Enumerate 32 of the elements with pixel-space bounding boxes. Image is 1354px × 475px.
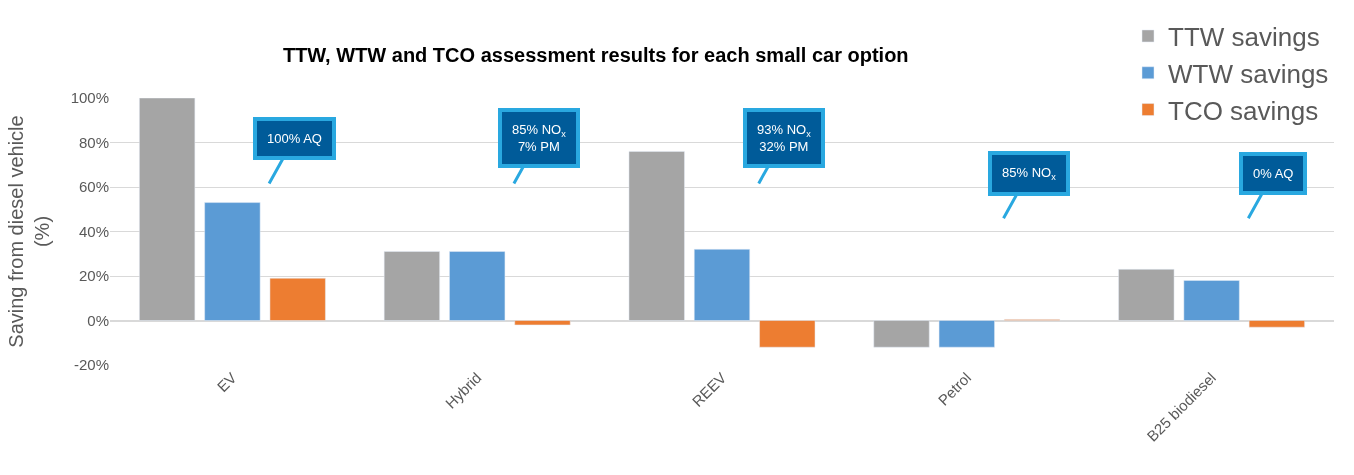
annotation: 0% AQ bbox=[1253, 166, 1294, 181]
bar bbox=[204, 202, 261, 321]
annotation: 93% NO$_{x}$ 32% PM bbox=[757, 122, 812, 154]
bar bbox=[628, 151, 685, 321]
legend-label: WTW savings bbox=[1168, 58, 1329, 89]
y-tick-label: -20% bbox=[73, 356, 109, 374]
bar bbox=[873, 320, 930, 348]
annotation: 85% NO$_{x}$ 7% PM bbox=[512, 122, 567, 154]
annotation: 100% AQ bbox=[267, 131, 322, 146]
chart-title: TTW, WTW and TCO assessment results for each small car option bbox=[282, 43, 909, 66]
bar bbox=[1248, 320, 1305, 328]
y-tick-label: 0% bbox=[87, 311, 109, 329]
bar bbox=[938, 320, 995, 348]
y-axis-title: Saving from diesel vehicle (%) bbox=[5, 115, 54, 348]
bar bbox=[1183, 280, 1240, 321]
x-tick-label: EV bbox=[213, 368, 240, 396]
y-tick-label: 80% bbox=[78, 133, 109, 151]
y-tick-label: 20% bbox=[78, 267, 109, 285]
bar bbox=[694, 249, 750, 321]
bar bbox=[1118, 269, 1175, 321]
y-tick-label: 40% bbox=[78, 222, 109, 240]
y-tick-label: 100% bbox=[70, 89, 109, 107]
legend-label: TCO savings bbox=[1168, 95, 1319, 126]
bar bbox=[449, 251, 506, 321]
bar bbox=[383, 251, 440, 321]
annotation: 85% NO$_{x}$ bbox=[1002, 165, 1057, 182]
legend-label: TTW savings bbox=[1168, 22, 1320, 53]
bar bbox=[269, 277, 326, 321]
bar bbox=[759, 320, 816, 348]
y-tick-label: 60% bbox=[78, 178, 109, 196]
bar bbox=[514, 320, 571, 326]
bar bbox=[139, 98, 196, 321]
